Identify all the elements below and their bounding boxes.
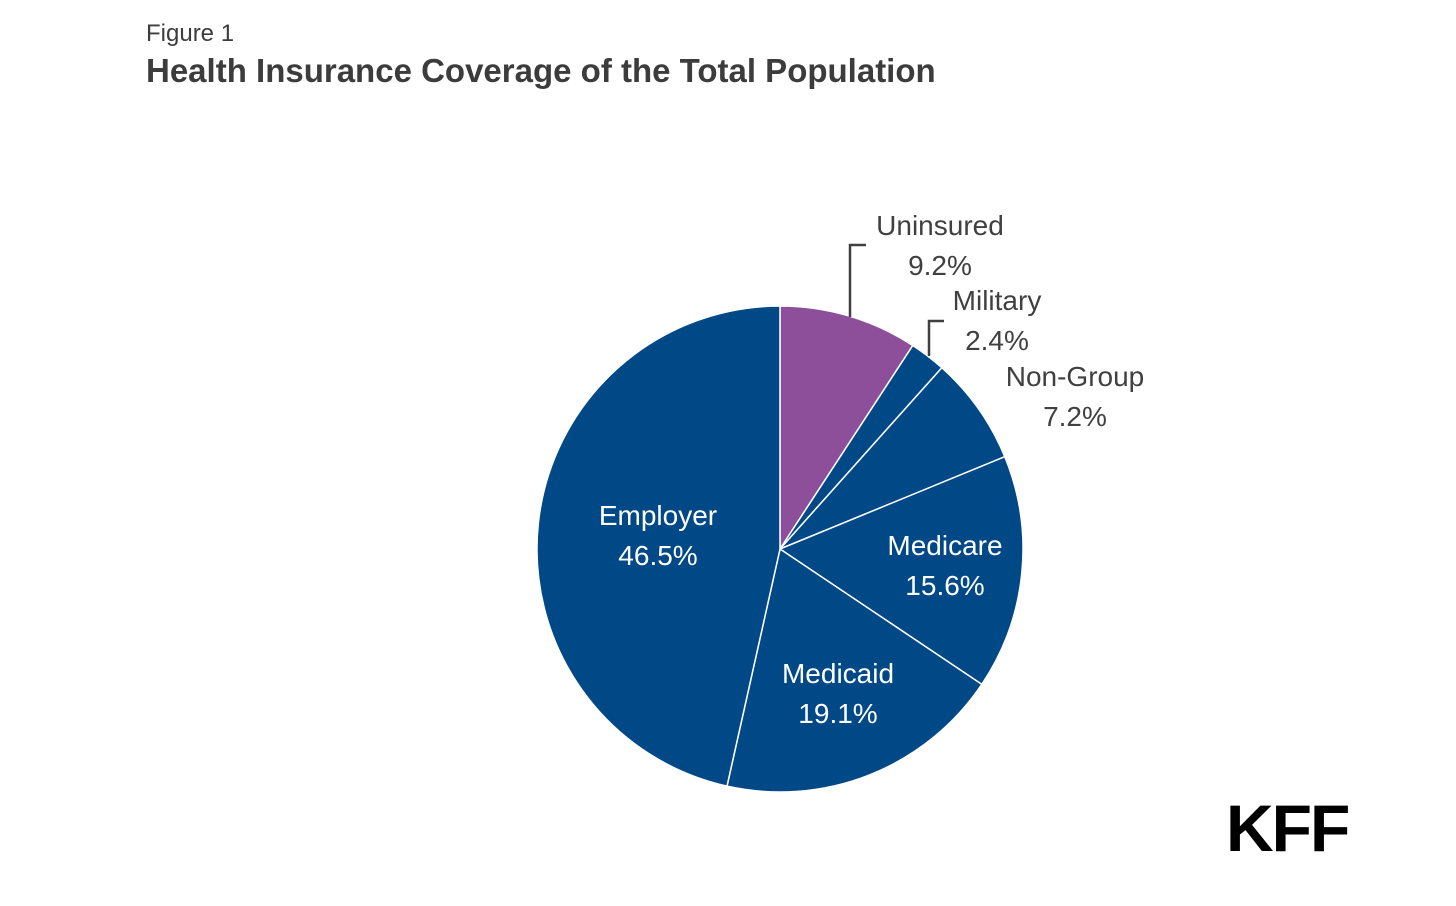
slice-label-medicare: Medicare	[887, 530, 1002, 561]
slice-label-non-group: Non-Group	[1006, 361, 1145, 392]
slice-label-employer: Employer	[599, 500, 717, 531]
slice-value-employer: 46.5%	[618, 540, 697, 571]
slice-label-military: Military	[953, 285, 1042, 316]
slice-value-uninsured: 9.2%	[908, 250, 972, 281]
kff-logo: KFF	[1226, 791, 1350, 865]
chart-title: Health Insurance Coverage of the Total P…	[146, 52, 936, 89]
pie-slice-non-group	[779, 366, 1006, 550]
pie-slice-employer	[536, 305, 781, 787]
figure-label: Figure 1	[146, 20, 235, 47]
pie-slice-medicaid	[726, 548, 983, 793]
pie-slice-medicare	[779, 455, 1024, 686]
leader-line-military	[927, 319, 944, 356]
leader-line-uninsured	[848, 243, 866, 317]
slice-label-medicaid: Medicaid	[782, 658, 894, 689]
slice-value-military: 2.4%	[965, 325, 1029, 356]
slice-value-non-group: 7.2%	[1043, 401, 1107, 432]
slice-value-medicare: 15.6%	[905, 570, 984, 601]
slice-value-medicaid: 19.1%	[798, 698, 877, 729]
slice-label-uninsured: Uninsured	[876, 210, 1004, 241]
